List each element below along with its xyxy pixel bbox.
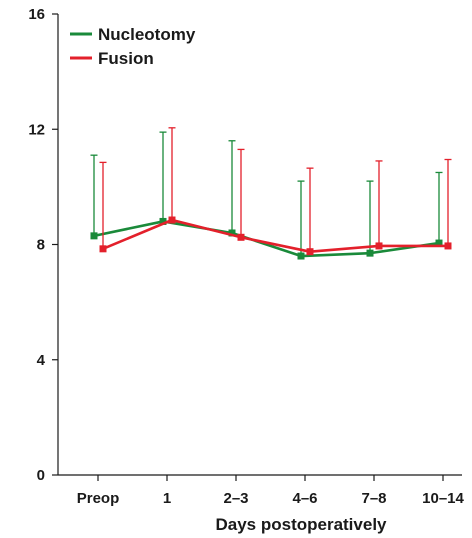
legend: Nucleotomy Fusion [70,25,196,68]
x-tick-label: Preop [77,490,120,507]
series-fusion [99,127,452,256]
x-axis-title: Days postoperatively [215,515,387,534]
x-tick-label: 4–6 [292,490,317,507]
data-point [168,216,176,224]
legend-label-fusion: Fusion [98,49,154,68]
y-tick-label: 16 [28,6,45,23]
data-point [99,245,107,253]
data-point [159,217,167,225]
x-tick-label: 1 [163,490,171,507]
y-tick-label: 8 [37,237,45,254]
plot-area [90,127,452,260]
legend-label-nucleotomy: Nucleotomy [98,25,196,44]
series-nucleotomy [90,131,443,260]
x-tick-label: 7–8 [361,490,386,507]
x-tick-label: 10–14 [422,490,464,507]
y-tick-label: 12 [28,121,45,138]
y-tick-label: 0 [37,467,45,484]
x-axis: Preop 1 2–3 4–6 7–8 10–14 Days postoperativel… [58,474,465,534]
data-point [90,232,98,240]
y-tick-label: 4 [37,352,46,369]
x-tick-label: 2–3 [223,490,248,507]
y-axis: 0 4 8 12 16 [28,6,59,484]
y-ticks: 0 4 8 12 16 [28,6,58,484]
data-point [297,252,305,260]
data-point [444,242,452,250]
data-point [237,233,245,241]
data-point [435,239,443,247]
data-point [228,229,236,237]
data-point [306,248,314,256]
x-ticks: Preop 1 2–3 4–6 7–8 10–14 [77,475,465,507]
data-point [366,249,374,257]
series-line [102,218,448,254]
data-point [375,242,383,250]
series-line [93,220,440,258]
